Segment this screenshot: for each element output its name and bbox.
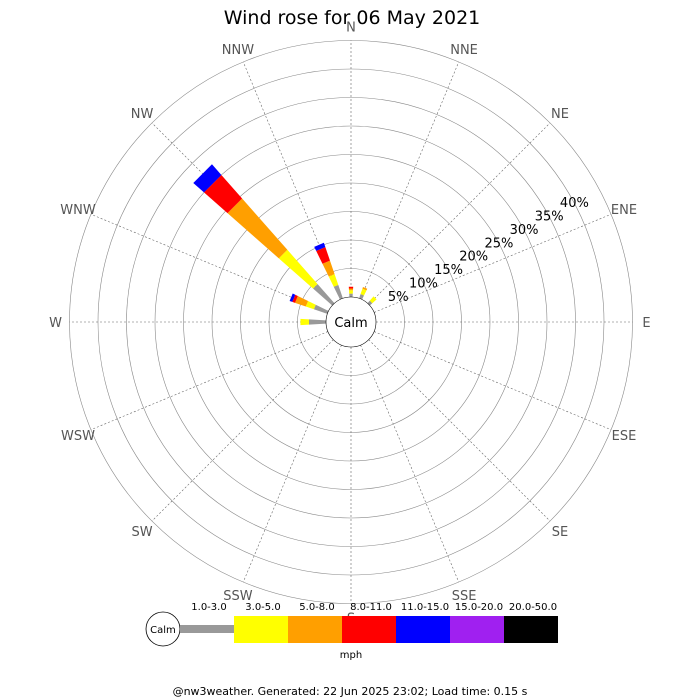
legend-label-3-0-5-0: 3.0-5.0 <box>245 602 280 613</box>
bar-n-1-0-3-0 <box>349 293 353 298</box>
bar-nw-5-0-8-0 <box>227 198 288 259</box>
legend-swatch-5-0-8-0 <box>288 616 342 643</box>
bar-w-1-0-3-0 <box>308 319 327 325</box>
legend-swatch-11-0-15-0 <box>396 616 450 643</box>
direction-label-ssw: SSW <box>223 589 253 604</box>
calm-circle <box>325 296 377 348</box>
legend-swatch-3-0-5-0 <box>234 616 288 643</box>
grid-spoke-ese <box>373 331 612 431</box>
grid-spoke-ssw <box>242 344 342 583</box>
bar-nw-11-0-15-0 <box>193 164 222 193</box>
grid-spoke-ne <box>368 122 551 305</box>
direction-labels: NNNENEENEEESESESSESSSWSWWSWWWNWNWNNW <box>49 21 651 627</box>
grid-spoke-nnw <box>242 61 342 300</box>
legend-unit: mph <box>340 650 362 661</box>
bar-w-3-0-5-0 <box>300 318 309 326</box>
bar-wnw-11-0-15-0 <box>289 293 296 302</box>
bar-nw-1-0-3-0 <box>313 284 335 306</box>
direction-label-wsw: WSW <box>61 429 95 444</box>
legend-label-5-0-8-0: 5.0-8.0 <box>299 602 334 613</box>
grid-spoke-wnw <box>90 213 329 313</box>
bar-nnw-5-0-8-0 <box>322 260 335 277</box>
chart-title: Wind rose for 06 May 2021 <box>224 7 481 29</box>
direction-label-wnw: WNW <box>60 203 96 218</box>
legend-swatch-8-0-11-0 <box>342 616 396 643</box>
ring-label-10: 10% <box>409 277 438 292</box>
bar-nne-3-0-5-0 <box>360 288 367 296</box>
legend-swatch-15-0-20-0 <box>450 616 504 643</box>
bar-nnw-8-0-11-0 <box>316 247 330 264</box>
calm-label: Calm <box>334 316 367 331</box>
calm-center: Calm <box>325 296 377 348</box>
ring-label-15: 15% <box>434 263 463 278</box>
direction-label-nnw: NNW <box>222 43 254 58</box>
bar-wnw-1-0-3-0 <box>313 304 329 314</box>
ring-label-20: 20% <box>459 250 488 265</box>
grid-ring <box>126 97 576 547</box>
grid-ring <box>183 154 519 490</box>
grid-ring <box>154 125 548 519</box>
bar-ne-3-0-5-0 <box>369 296 377 304</box>
direction-label-sse: SSE <box>452 589 477 604</box>
legend-calm-label: Calm <box>150 625 176 636</box>
bar-n-3-0-5-0 <box>349 290 353 294</box>
direction-label-ene: ENE <box>611 203 637 218</box>
bar-nnw-3-0-5-0 <box>328 274 339 287</box>
bar-nnw-1-0-3-0 <box>333 284 343 300</box>
ring-label-40: 40% <box>560 196 589 211</box>
bar-n-5-0-8-0 <box>348 288 354 291</box>
bar-nw-3-0-5-0 <box>278 249 318 289</box>
direction-label-nw: NW <box>131 107 154 122</box>
ring-labels: 5%10%15%20%25%30%35%40% <box>388 196 589 305</box>
ring-label-25: 25% <box>484 236 513 251</box>
bar-nne-5-0-8-0 <box>362 287 368 291</box>
wind-bars <box>193 164 377 326</box>
bar-wnw-3-0-5-0 <box>305 300 316 310</box>
grid-spoke-ene <box>373 213 612 313</box>
direction-label-ese: ESE <box>612 429 637 444</box>
polar-grid <box>69 40 633 604</box>
direction-label-w: W <box>49 316 62 331</box>
bar-nw-8-0-11-0 <box>203 174 243 214</box>
speed-legend: Calm mph 1.0-3.0 3.0-5.0 5.0-8.0 8.0-11.0 11… <box>145 602 558 661</box>
grid-spoke-se <box>368 339 551 522</box>
footer: @nw3weather. Generated: 22 Jun 2025 23:0… <box>173 685 528 698</box>
direction-label-e: E <box>642 316 650 331</box>
legend-label-11-0-15-0: 11.0-15.0 <box>401 602 449 613</box>
legend-label-8-0-11-0: 8.0-11.0 <box>350 602 392 613</box>
bar-wnw-5-0-8-0 <box>294 295 309 307</box>
ring-label-5: 5% <box>388 290 409 305</box>
grid-spoke-sw <box>151 339 334 522</box>
direction-label-se: SE <box>552 525 568 540</box>
legend-label-15-0-20-0: 15.0-20.0 <box>455 602 503 613</box>
legend-swatch-1-0-3-0 <box>180 625 234 633</box>
ring-label-30: 30% <box>510 223 539 238</box>
bar-nnw-11-0-15-0 <box>314 242 326 251</box>
direction-label-nne: NNE <box>450 43 478 58</box>
bar-nne-1-0-3-0 <box>359 294 365 300</box>
legend-label-20-0-50-0: 20.0-50.0 <box>509 602 557 613</box>
bar-wnw-8-0-11-0 <box>292 294 298 303</box>
direction-label-n: N <box>346 21 356 36</box>
direction-label-ne: NE <box>551 107 569 122</box>
grid-spoke-sse <box>360 344 460 583</box>
direction-label-sw: SW <box>131 525 152 540</box>
bar-n-8-0-11-0 <box>348 286 354 289</box>
ring-label-35: 35% <box>535 210 564 225</box>
legend-swatch-20-0-50-0 <box>504 616 558 643</box>
grid-spoke-wsw <box>90 331 329 431</box>
grid-spoke-nne <box>360 61 460 300</box>
legend-label-1-0-3-0: 1.0-3.0 <box>191 602 226 613</box>
